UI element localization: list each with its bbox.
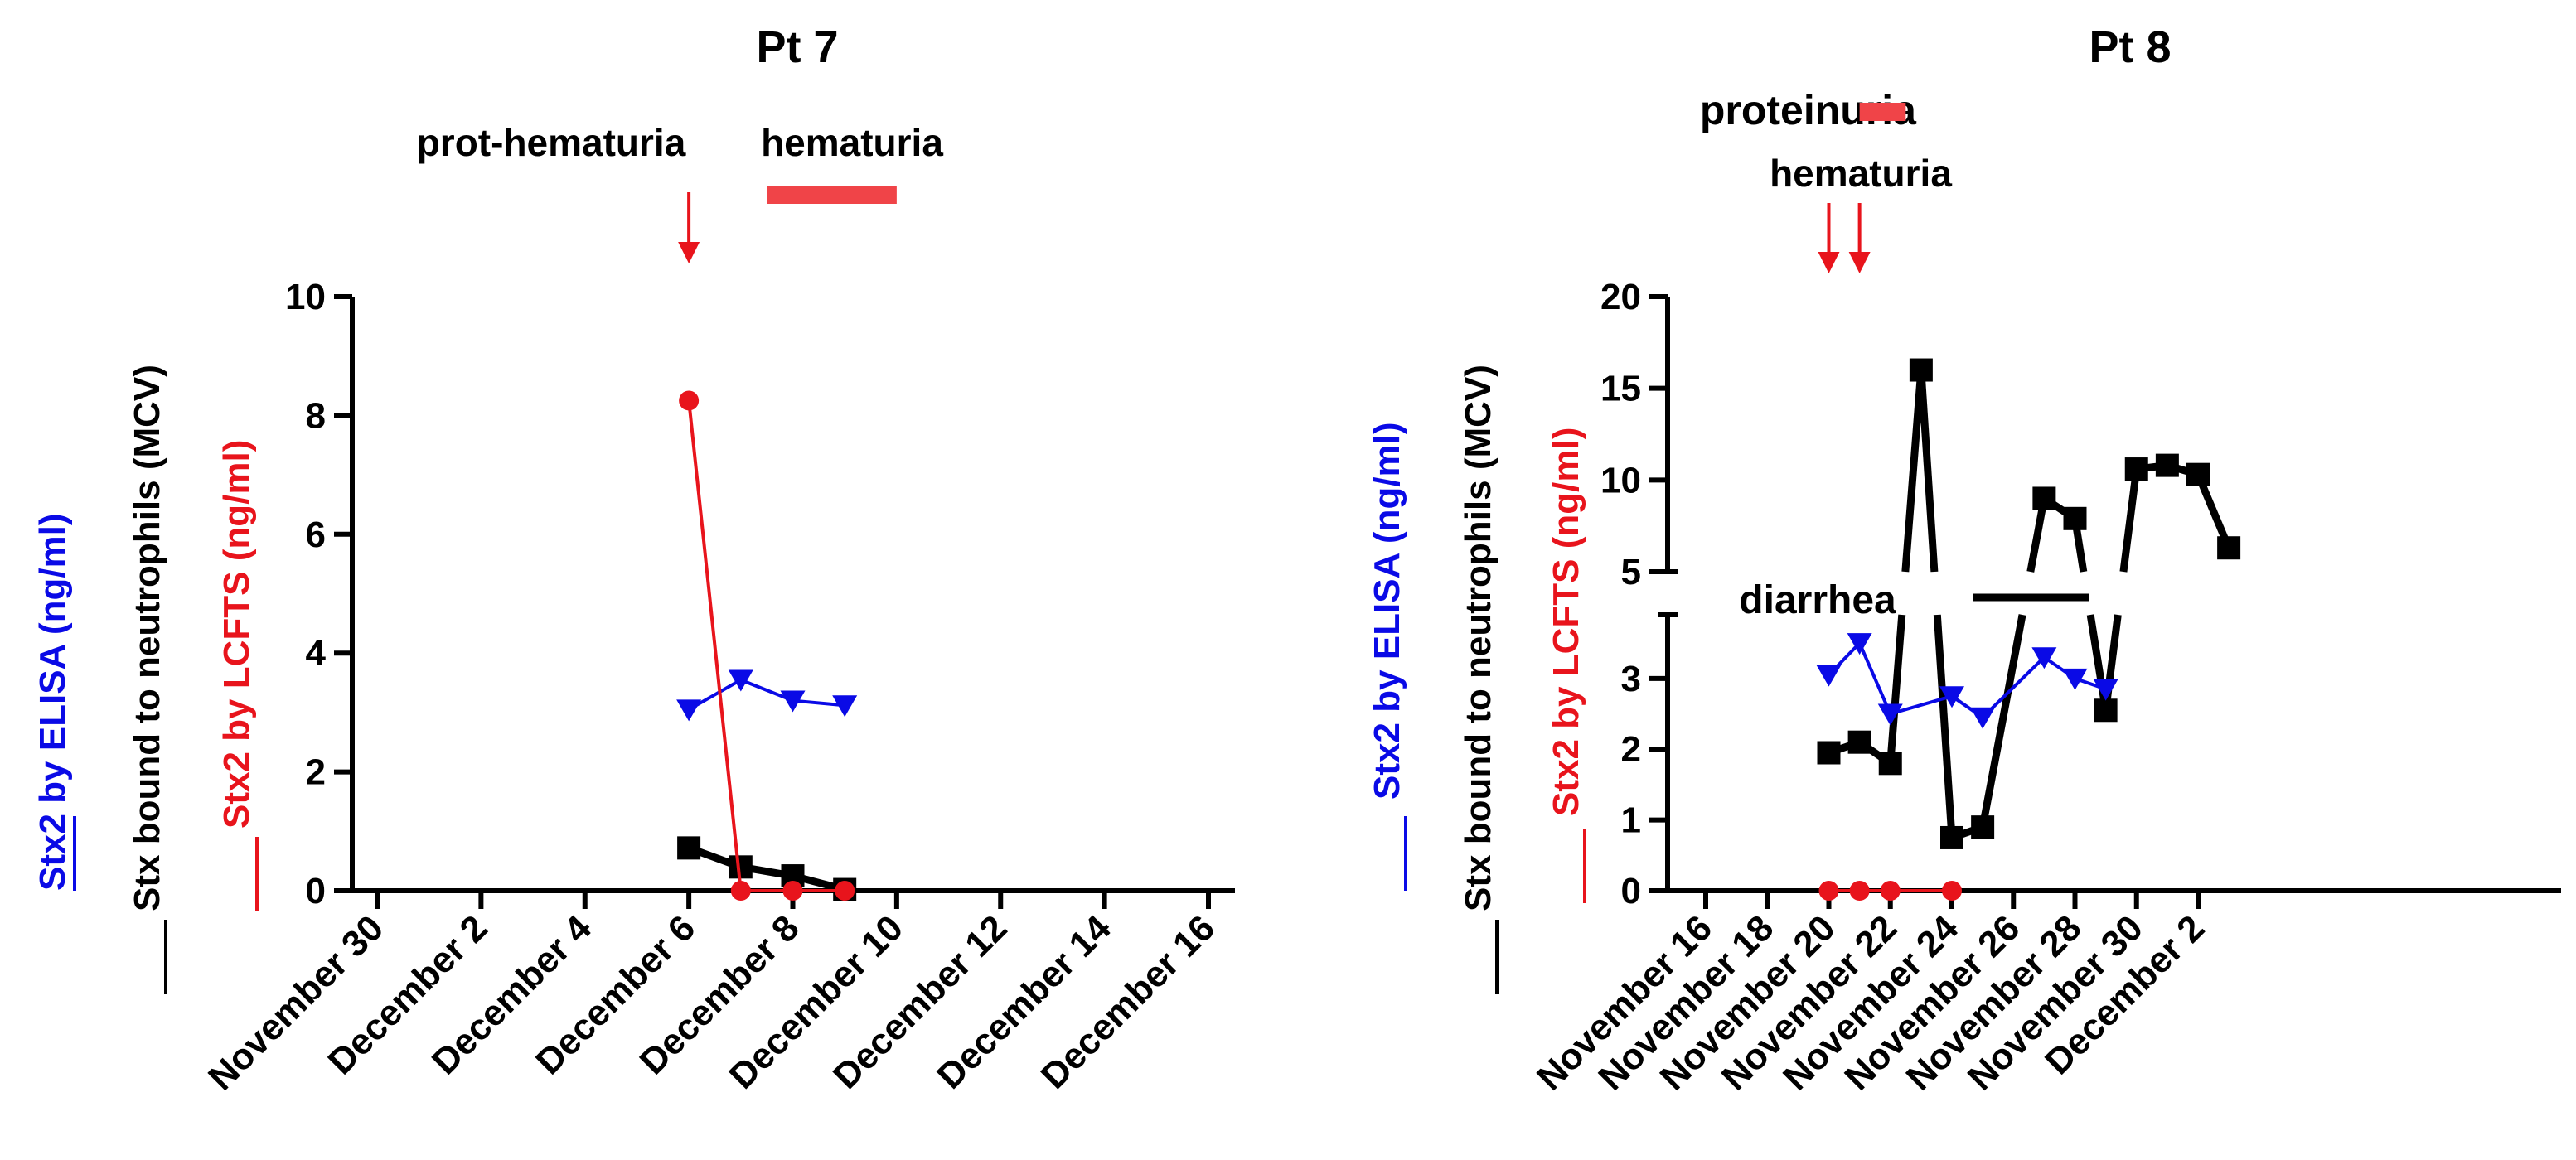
annotation-prot-hematuria-arrow xyxy=(678,192,700,263)
data-point-mcv xyxy=(1971,815,1995,839)
series-line-segment xyxy=(1917,370,1939,573)
series-line-segment xyxy=(1933,614,1956,839)
arrow-head xyxy=(1848,252,1871,273)
y-tick-label: 1 xyxy=(1621,800,1641,841)
data-point-mcv xyxy=(1909,358,1933,382)
data-point-lcfts xyxy=(1880,881,1901,901)
y-tick-label: 20 xyxy=(1600,277,1641,317)
data-point-mcv xyxy=(2186,462,2210,486)
y-tick-label: 10 xyxy=(1600,460,1641,500)
data-point-lcfts xyxy=(1942,881,1962,901)
data-point-mcv xyxy=(677,836,701,860)
y-axis-label-group: Stx2 by ELISA (ng/ml) Stx bound to neutr… xyxy=(32,365,259,994)
chart-title: Pt 8 xyxy=(2089,22,2171,72)
y-axis-label-lcfts: Stx2 by LCFTS (ng/ml) xyxy=(216,440,257,829)
data-point-lcfts xyxy=(730,881,751,901)
data-point-elisa xyxy=(2093,679,2118,701)
series-line-segment xyxy=(1981,655,2046,719)
data-point-mcv xyxy=(1878,752,1902,776)
y-tick-label: 5 xyxy=(1621,552,1641,592)
y-tick-label: 4 xyxy=(306,633,327,674)
annotation-hematuria-bar xyxy=(767,186,897,204)
data-point-elisa xyxy=(676,699,702,722)
symptom-duration-bar xyxy=(767,186,897,204)
annotation-proteinuria-bar xyxy=(1859,103,1906,121)
data-point-mcv xyxy=(2032,486,2056,510)
annotation-hematuria-label: hematuria xyxy=(761,121,943,164)
series-line-segment xyxy=(1978,614,2026,828)
y-tick-label: 15 xyxy=(1600,369,1641,409)
symptom-duration-bar xyxy=(1859,103,1906,121)
data-point-mcv xyxy=(2217,536,2241,560)
data-point-elisa xyxy=(1816,665,1842,687)
series-line-segment xyxy=(2119,468,2141,573)
data-point-mcv xyxy=(729,855,753,879)
annotation-diarrhea-label: diarrhea xyxy=(1739,578,1896,622)
arrow-head xyxy=(678,242,700,263)
data-point-elisa xyxy=(728,669,753,692)
y-tick-label: 6 xyxy=(306,515,326,555)
series-pt7 xyxy=(676,390,858,901)
annotation-hematuria-label: hematuria xyxy=(1770,152,1952,195)
y-axis-label-mcv: Stx bound to neutrophils (MCV) xyxy=(127,365,167,911)
y-tick-label: 0 xyxy=(306,871,326,911)
y-tick-label: 2 xyxy=(306,752,326,793)
series-line-segment xyxy=(1886,614,1906,764)
chart-panel-pt7: Pt 7 Stx2 by ELISA (ng/ml) Stx bound to … xyxy=(32,22,1235,1098)
y-tick-label: 0 xyxy=(1621,871,1641,911)
series-line-segment xyxy=(2026,497,2048,573)
series-line-segment xyxy=(1857,642,1892,715)
data-point-elisa xyxy=(1939,686,1964,708)
annotation-prot-hematuria-label: prot-hematuria xyxy=(417,121,686,164)
data-point-mcv xyxy=(1940,825,1963,849)
data-point-elisa xyxy=(2062,668,2088,690)
chart-panel-pt8: Pt 8 Stx2 by ELISA (ng/ml) Stx bound to … xyxy=(1367,22,2561,1098)
data-point-lcfts xyxy=(1849,881,1870,901)
series-line-segment xyxy=(687,400,743,892)
data-point-elisa xyxy=(832,695,858,718)
series-line-segment xyxy=(792,698,845,708)
data-point-mcv xyxy=(1817,741,1841,765)
data-point-lcfts xyxy=(835,881,855,901)
y-axis-label-group: Stx2 by ELISA (ng/ml) Stx bound to neutr… xyxy=(1367,365,1586,994)
data-point-elisa xyxy=(1970,707,1996,729)
y-tick-label: 3 xyxy=(1621,659,1641,699)
y-axis-label-mcv: Stx bound to neutrophils (MCV) xyxy=(1458,365,1499,911)
series-line-segment xyxy=(2194,472,2233,549)
data-point-mcv xyxy=(2094,698,2118,723)
data-point-mcv xyxy=(2063,506,2087,530)
series-line-segment xyxy=(1901,370,1925,573)
arrow-head xyxy=(1818,252,1840,273)
y-tick-label: 10 xyxy=(285,277,326,317)
data-point-elisa xyxy=(780,690,806,713)
data-point-mcv xyxy=(2155,453,2179,477)
data-point-lcfts xyxy=(1818,881,1839,901)
series-line-segment xyxy=(1890,694,1953,716)
y-tick-label: 8 xyxy=(306,395,326,436)
y-axis-label-elisa: Stx2 by ELISA (ng/ml) xyxy=(32,513,73,891)
y-axis-label-elisa: Stx2 by ELISA (ng/ml) xyxy=(1367,422,1407,800)
x-tick-label: November 30 xyxy=(201,907,391,1098)
data-point-mcv xyxy=(2124,457,2148,481)
data-point-elisa xyxy=(1847,633,1872,655)
series-pt8 xyxy=(1816,358,2241,901)
data-point-mcv xyxy=(1847,730,1871,754)
data-point-lcfts xyxy=(679,390,700,411)
y-tick-label: 2 xyxy=(1621,729,1641,770)
annotation-hematuria-arrow-2 xyxy=(1848,203,1871,273)
annotation-hematuria-arrow xyxy=(1818,203,1840,273)
y-axis-label-lcfts: Stx2 by LCFTS (ng/ml) xyxy=(1546,428,1586,816)
data-point-elisa xyxy=(2031,647,2057,669)
data-point-elisa xyxy=(1877,703,1903,726)
data-point-lcfts xyxy=(782,881,803,901)
chart-title: Pt 7 xyxy=(756,22,838,72)
